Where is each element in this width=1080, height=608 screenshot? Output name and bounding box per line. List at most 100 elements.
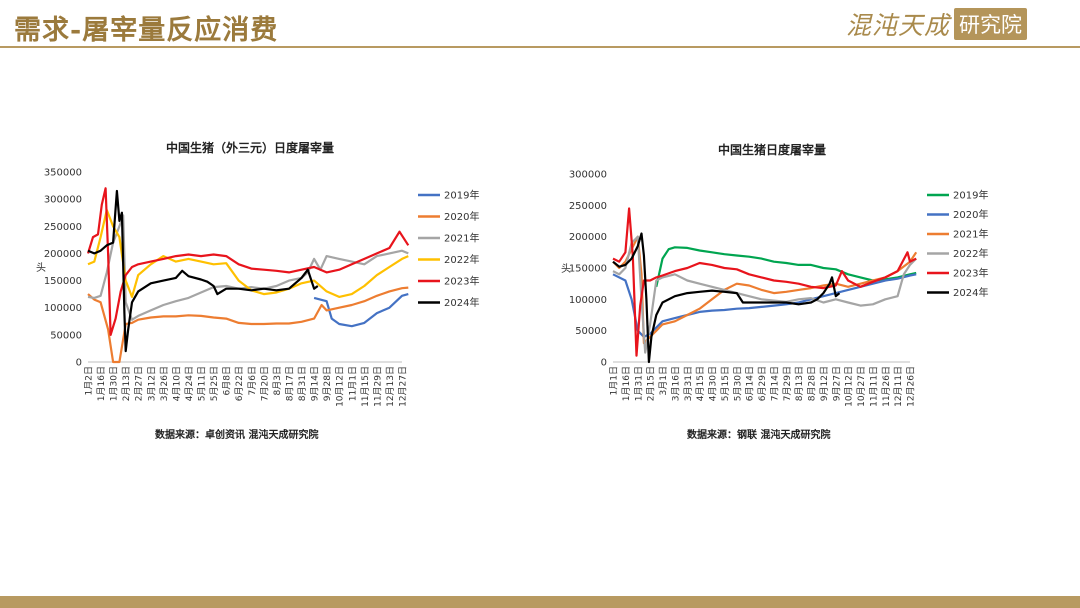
x-tick-label: 7月20日 <box>259 366 270 401</box>
x-tick-label: 1月16日 <box>96 366 107 401</box>
y-tick-label: 350000 <box>44 168 82 179</box>
x-tick-label: 8月17日 <box>284 366 295 401</box>
x-tick-label: 10月12日 <box>335 366 346 407</box>
series-line-2020年 <box>87 286 409 364</box>
left-chart-svg: 中国生猪（外三元）日度屠宰量 0 50000 100000 150000 200000 25… <box>36 140 479 407</box>
x-tick-label: 5月25日 <box>209 366 220 401</box>
series-line-2022年 <box>87 208 409 298</box>
series-line-2024年 <box>87 189 319 353</box>
series-line-2024年 <box>612 232 841 364</box>
chart-title: 中国生猪（外三元）日度屠宰量 <box>166 140 334 155</box>
legend-label: 2023年 <box>444 275 479 288</box>
x-tick-label: 1月16日 <box>621 366 632 401</box>
x-tick-label: 1月30日 <box>109 366 120 401</box>
x-tick-label: 7月14日 <box>769 366 780 401</box>
y-tick-label: 50000 <box>50 330 82 341</box>
legend-label: 2020年 <box>953 208 988 221</box>
logo-text: 混沌天成 <box>846 11 951 40</box>
x-tick-label: 12月26日 <box>906 366 917 407</box>
x-tick-label: 12月13日 <box>385 366 396 407</box>
x-tick-label: 9月28日 <box>322 366 333 401</box>
y-tick-label: 150000 <box>569 264 607 275</box>
x-tick-label: 11月15日 <box>360 366 371 407</box>
legend-label: 2019年 <box>444 189 479 202</box>
logo-badge: 研究院 <box>954 8 1028 40</box>
x-tick-label: 12月11日 <box>893 366 904 407</box>
x-tick-label: 4月30日 <box>708 366 719 401</box>
header-divider <box>0 46 1080 48</box>
y-tick-label: 300000 <box>569 170 607 181</box>
y-tick-label: 150000 <box>44 276 82 287</box>
x-tick-label: 3月26日 <box>159 366 170 401</box>
x-tick-label: 6月14日 <box>745 366 756 401</box>
chart-title: 中国生猪日度屠宰量 <box>718 142 826 157</box>
x-tick-label: 10月12日 <box>844 366 855 407</box>
series-line-2021年 <box>612 235 918 345</box>
left-chart-source: 数据来源：卓创资讯 混沌天成研究院 <box>155 430 319 441</box>
y-tick-label: 50000 <box>575 326 607 337</box>
y-tick-label: 0 <box>76 358 82 369</box>
y-axis-label: 头 <box>561 263 571 275</box>
y-tick-label: 250000 <box>44 222 82 233</box>
x-tick-label: 8月13日 <box>794 366 805 401</box>
y-tick-label: 250000 <box>569 201 607 212</box>
y-tick-label: 100000 <box>44 303 82 314</box>
x-tick-label: 10月27日 <box>856 366 867 407</box>
x-tick-label: 11月29日 <box>372 366 383 407</box>
y-tick-label: 0 <box>601 358 607 369</box>
x-tick-label: 11月11日 <box>868 366 879 407</box>
right-chart: 中国生猪日度屠宰量 0 50000 100000 150000 200000 250000 3… <box>555 130 1015 424</box>
y-tick-label: 300000 <box>44 195 82 206</box>
brand-logo: 混沌天成 研究院 <box>846 8 1028 40</box>
legend-label: 2021年 <box>953 228 988 241</box>
legend-label: 2022年 <box>444 253 479 266</box>
footer-bar <box>0 596 1080 608</box>
x-tick-label: 3月31日 <box>683 366 694 401</box>
legend-label: 2022年 <box>953 247 988 260</box>
x-tick-label: 3月12日 <box>146 366 157 401</box>
x-tick-label: 1月1日 <box>609 366 620 395</box>
x-tick-label: 5月11日 <box>197 366 208 401</box>
page-title: 需求-屠宰量反应消费 <box>14 15 279 46</box>
x-tick-label: 6月22日 <box>234 366 245 401</box>
y-tick-label: 100000 <box>569 295 607 306</box>
x-tick-label: 8月31日 <box>297 366 308 401</box>
x-tick-label: 5月30日 <box>732 366 743 401</box>
x-tick-label: 8月28日 <box>807 366 818 401</box>
x-tick-label: 6月29日 <box>757 366 768 401</box>
x-tick-label: 9月12日 <box>819 366 830 401</box>
x-tick-label: 7月6日 <box>247 366 258 395</box>
y-tick-label: 200000 <box>44 249 82 260</box>
x-tick-label: 6月8日 <box>222 366 233 395</box>
left-chart: 中国生猪（外三元）日度屠宰量 0 50000 100000 150000 200000 25… <box>30 130 500 424</box>
x-tick-label: 11月1日 <box>347 366 358 401</box>
right-chart-source: 数据来源：钢联 混沌天成研究院 <box>687 430 831 441</box>
legend-label: 2023年 <box>953 267 988 280</box>
x-tick-label: 1月31日 <box>633 366 644 401</box>
y-axis-label: 头 <box>36 262 46 274</box>
x-tick-label: 2月15日 <box>646 366 657 401</box>
legend-label: 2024年 <box>444 296 479 309</box>
x-tick-label: 3月1日 <box>658 366 669 395</box>
legend-label: 2019年 <box>953 189 988 202</box>
x-tick-label: 1月2日 <box>84 366 95 395</box>
x-tick-label: 4月24日 <box>184 366 195 401</box>
series-line-2022年 <box>612 235 917 354</box>
x-tick-label: 8月3日 <box>272 366 283 395</box>
x-tick-label: 2月27日 <box>134 366 145 401</box>
series-line-2023年 <box>612 207 917 357</box>
x-tick-label: 4月10日 <box>171 366 182 401</box>
right-chart-svg: 中国生猪日度屠宰量 0 50000 100000 150000 200000 250000 3… <box>561 142 988 407</box>
x-tick-label: 12月27日 <box>398 366 409 407</box>
series-line-2023年 <box>86 187 410 336</box>
legend-label: 2021年 <box>444 232 479 245</box>
x-tick-label: 9月27日 <box>831 366 842 401</box>
x-tick-label: 11月26日 <box>881 366 892 407</box>
x-tick-label: 9月14日 <box>310 366 321 401</box>
x-tick-label: 3月16日 <box>670 366 681 401</box>
x-tick-label: 7月29日 <box>782 366 793 401</box>
x-tick-label: 4月15日 <box>695 366 706 401</box>
legend-label: 2024年 <box>953 286 988 299</box>
x-tick-label: 5月15日 <box>720 366 731 401</box>
legend-label: 2020年 <box>444 210 479 223</box>
